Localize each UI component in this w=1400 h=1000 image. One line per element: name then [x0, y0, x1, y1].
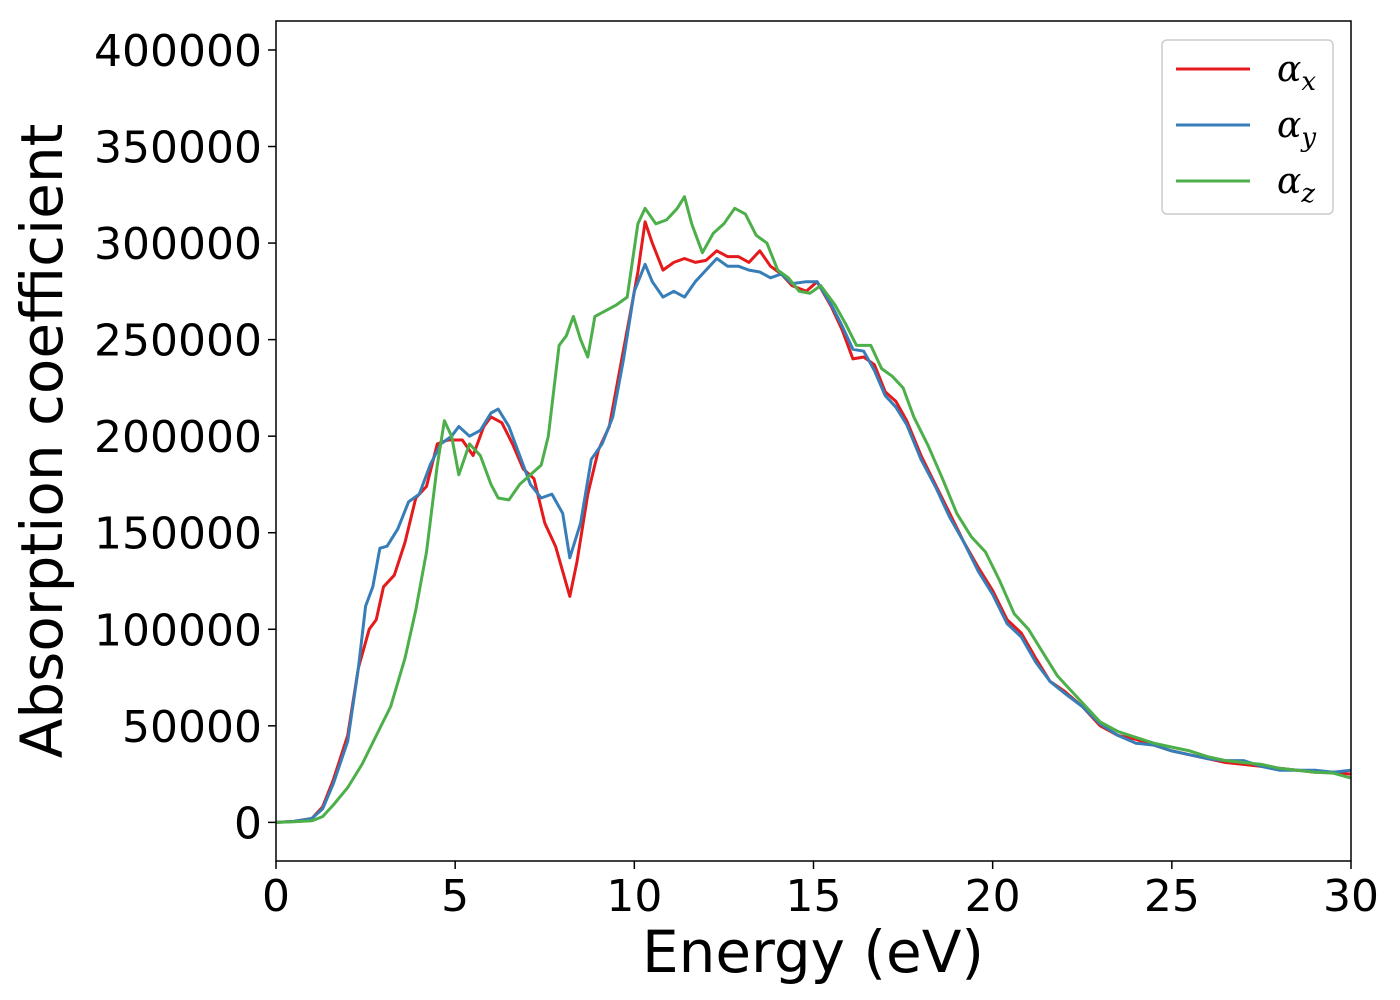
- x-tick-label: 25: [1144, 871, 1200, 922]
- y-tick-label: 250000: [94, 316, 262, 367]
- x-tick-label: 15: [786, 871, 842, 922]
- y-tick-label: 100000: [94, 605, 262, 656]
- series-layer: [276, 195, 1351, 824]
- series-line-alpha-x: [276, 220, 1351, 824]
- ticks-layer: 0 5 10 15 20 25 30 0 50000 100000 150000 200000 2500…: [94, 26, 1379, 922]
- x-tick-label: 20: [965, 871, 1021, 922]
- series-line-alpha-z: [276, 195, 1351, 824]
- y-tick-label: 50000: [122, 702, 262, 753]
- y-tick-label: 400000: [94, 26, 262, 77]
- y-tick-label: 150000: [94, 509, 262, 560]
- y-tick-label: 200000: [94, 412, 262, 463]
- y-tick-label: 300000: [94, 219, 262, 270]
- x-tick-label: 10: [606, 871, 662, 922]
- legend-box: [1161, 39, 1334, 215]
- x-tick-label: 0: [262, 871, 290, 922]
- y-axis-title: Absorption coefficient: [8, 124, 76, 759]
- y-tick-label: 350000: [94, 123, 262, 174]
- x-tick-label: 5: [441, 871, 469, 922]
- y-tick-label: 0: [234, 798, 262, 849]
- series-line-alpha-y: [276, 257, 1351, 824]
- x-tick-label: 30: [1323, 871, 1379, 922]
- x-axis-title: Energy (eV): [642, 918, 984, 986]
